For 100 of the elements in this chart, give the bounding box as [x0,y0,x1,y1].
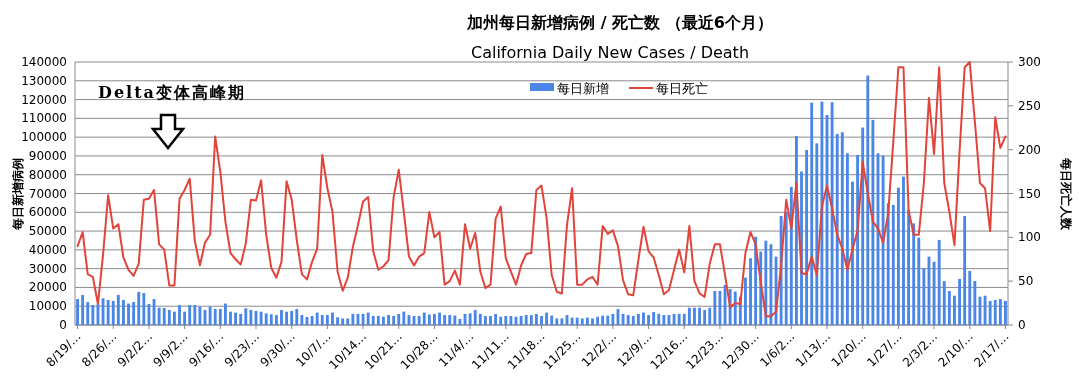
bar [86,302,90,325]
bar [106,300,110,325]
bar [494,313,498,325]
bar [601,315,605,325]
bar [815,143,819,325]
bar [427,314,431,325]
bar [856,154,860,325]
bar [902,176,905,325]
bar [845,153,849,325]
bar [881,155,885,325]
y-tick-label: 30000 [28,261,67,276]
bar [907,210,911,325]
bar [208,306,212,325]
bar [540,315,543,325]
y-tick-label: 60000 [28,205,67,220]
bar [336,317,339,325]
bar [473,309,477,325]
bar [662,315,666,325]
bar [351,313,355,325]
bar [937,239,941,325]
y2-tick-label: 150 [1018,186,1041,201]
bar [264,313,268,325]
bar [789,186,793,325]
bar [713,291,717,325]
bar [213,309,217,325]
bar [703,309,707,325]
bar [478,313,482,325]
bar [524,315,528,325]
bar [371,315,375,325]
bar [438,312,441,325]
bar [708,307,712,325]
bar [320,315,324,325]
bar [244,308,248,325]
bar [223,303,227,325]
bar [91,305,95,325]
bar [142,293,146,325]
bar [932,261,936,325]
bar [636,313,640,325]
bar [382,316,385,325]
bar [147,303,151,325]
bar [331,312,334,325]
bar [529,315,533,325]
y-tick-label: 120000 [21,92,67,107]
bar [805,149,809,325]
bar [157,307,161,325]
bar [422,312,426,325]
bar [647,315,650,325]
bar [198,306,202,325]
bar [285,311,289,325]
bar [575,317,579,325]
bar [193,305,197,325]
line-series [76,61,1007,318]
y-tick-label: 50000 [28,224,67,239]
chart-title: 加州每日新增病例 / 死亡数 （最近6个月） [466,13,773,32]
bar [504,315,508,325]
bar [570,317,574,325]
bar [249,309,253,325]
bar [346,318,350,325]
bar [968,270,972,325]
legend-label: 每日死亡 [656,81,708,96]
y-tick-label: 90000 [28,148,67,163]
bar [489,315,492,325]
bar [591,318,594,325]
y-tick-label: 140000 [21,55,67,69]
bar [483,315,487,325]
y-tick-label: 80000 [28,167,67,182]
y-axis-title: 每日新增病例 [11,157,25,231]
bar [922,268,926,325]
bar [840,132,844,325]
bar [631,315,635,325]
bar [366,312,370,325]
annotation: Delta变体高峰期 [98,83,246,102]
bar [998,299,1002,325]
bar [229,311,232,325]
bar [871,119,875,325]
legend-label: 每日新增 [557,81,609,96]
bar [611,313,615,325]
bar [499,316,503,325]
bar [585,317,589,325]
bar [835,133,839,325]
bar [550,315,554,325]
bar [453,315,457,325]
bar [942,281,946,325]
bar [963,216,967,325]
y2-tick-label: 200 [1018,142,1041,157]
bar [310,315,314,325]
bar [458,318,462,325]
bar [606,315,610,325]
bar [280,309,283,325]
bar [820,101,824,325]
bar [162,307,166,325]
bar [861,127,865,325]
bar [325,315,329,325]
bar [891,204,895,325]
y2-tick-label: 100 [1018,230,1041,245]
y-tick-label: 0 [59,318,67,332]
bar [973,281,977,325]
y-tick-label: 10000 [28,299,67,314]
bar [851,181,854,325]
bar [1004,300,1007,325]
